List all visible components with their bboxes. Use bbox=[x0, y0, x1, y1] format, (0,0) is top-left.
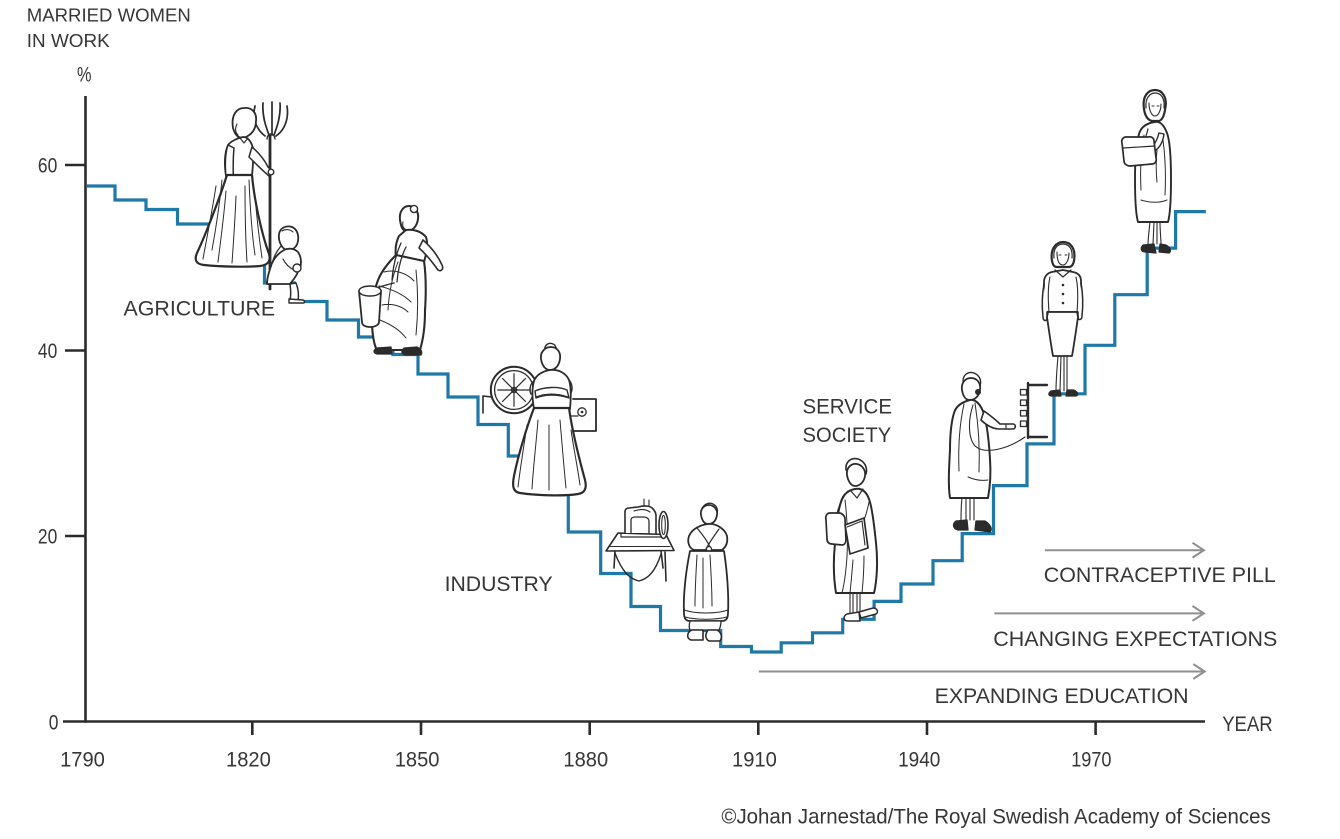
svg-text:CHANGING EXPECTATIONS: CHANGING EXPECTATIONS bbox=[993, 627, 1277, 651]
svg-text:IN WORK: IN WORK bbox=[27, 30, 111, 51]
svg-text:1820: 1820 bbox=[226, 747, 271, 771]
svg-text:1940: 1940 bbox=[898, 747, 940, 771]
svg-text:1850: 1850 bbox=[395, 747, 440, 771]
svg-text:20: 20 bbox=[38, 525, 57, 549]
svg-text:SOCIETY: SOCIETY bbox=[803, 423, 892, 447]
svg-text:SERVICE: SERVICE bbox=[803, 395, 893, 419]
svg-text:60: 60 bbox=[38, 154, 57, 178]
svg-text:%: % bbox=[77, 63, 92, 87]
svg-text:AGRICULTURE: AGRICULTURE bbox=[124, 297, 276, 321]
svg-text:40: 40 bbox=[38, 339, 57, 363]
svg-text:CONTRACEPTIVE PILL: CONTRACEPTIVE PILL bbox=[1044, 563, 1276, 587]
svg-text:INDUSTRY: INDUSTRY bbox=[445, 572, 553, 596]
svg-text:1970: 1970 bbox=[1071, 747, 1111, 771]
svg-text:©Johan Jarnestad/The Royal Swe: ©Johan Jarnestad/The Royal Swedish Acade… bbox=[721, 805, 1270, 829]
svg-text:0: 0 bbox=[49, 711, 59, 735]
svg-text:YEAR: YEAR bbox=[1222, 712, 1273, 736]
svg-text:1790: 1790 bbox=[60, 747, 105, 771]
svg-text:1880: 1880 bbox=[563, 747, 608, 771]
svg-text:MARRIED WOMEN: MARRIED WOMEN bbox=[27, 5, 191, 26]
svg-text:1910: 1910 bbox=[732, 747, 777, 771]
svg-text:EXPANDING EDUCATION: EXPANDING EDUCATION bbox=[935, 684, 1189, 708]
